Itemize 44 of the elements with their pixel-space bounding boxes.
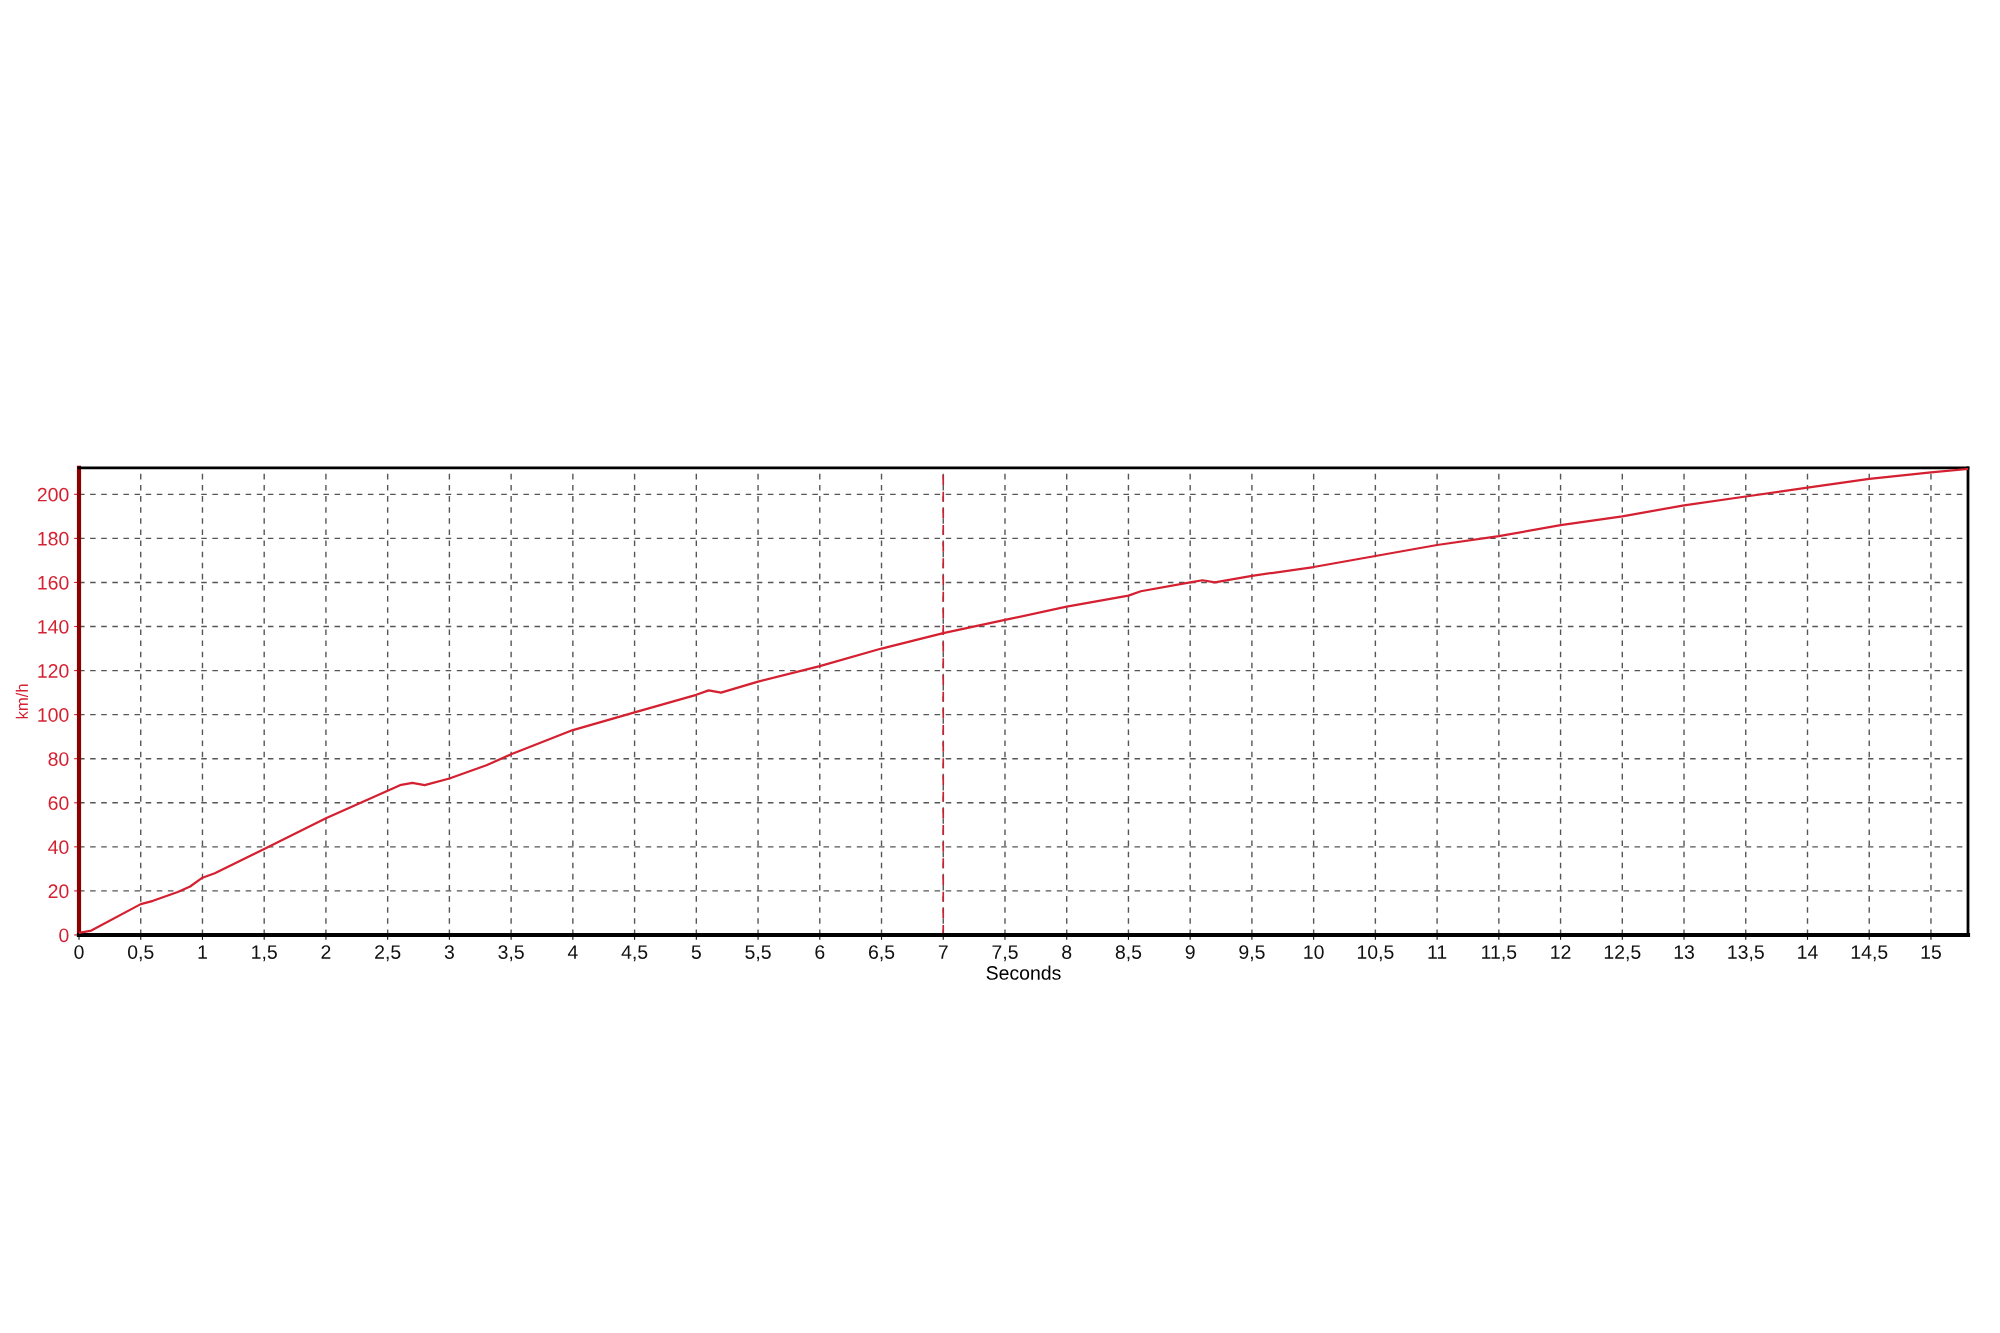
x-tick-label: 3,5 bbox=[498, 945, 524, 962]
x-tick-label: 13,5 bbox=[1728, 945, 1764, 962]
x-axis-title: Seconds bbox=[986, 965, 1061, 980]
x-tick-label: 0,5 bbox=[127, 945, 154, 962]
x-tick-label: 2 bbox=[321, 945, 331, 959]
x-tick-label: 0 bbox=[74, 945, 84, 959]
y-tick-label: 160 bbox=[38, 575, 69, 590]
x-tick-label: 6,5 bbox=[868, 945, 895, 962]
x-tick-label: 12 bbox=[1551, 945, 1571, 959]
x-tick-label: 6 bbox=[815, 945, 825, 959]
y-tick-label: 200 bbox=[37, 487, 69, 502]
x-tick-label: 8,5 bbox=[1115, 945, 1142, 962]
y-tick-label: 40 bbox=[48, 840, 69, 855]
x-tick-label: 8 bbox=[1062, 945, 1072, 959]
x-tick-label: 7,5 bbox=[992, 945, 1018, 962]
x-tick-label: 10 bbox=[1304, 945, 1324, 959]
x-tick-label: 1 bbox=[198, 945, 207, 959]
x-tick-label: 4,5 bbox=[621, 945, 648, 962]
x-tick-label: 5 bbox=[691, 945, 701, 959]
x-tick-label: 11 bbox=[1428, 945, 1447, 959]
x-tick-label: 9,5 bbox=[1239, 945, 1265, 962]
y-tick-label: 100 bbox=[38, 708, 69, 722]
y-tick-label: 80 bbox=[48, 752, 69, 766]
x-tick-label: 14,5 bbox=[1851, 945, 1888, 962]
y-tick-label: 20 bbox=[48, 884, 69, 899]
y-tick-label: 180 bbox=[38, 531, 69, 546]
x-tick-label: 14 bbox=[1798, 945, 1818, 959]
x-tick-label: 3 bbox=[444, 945, 454, 959]
y-tick-label: 0 bbox=[59, 928, 69, 943]
x-tick-label: 11,5 bbox=[1482, 945, 1517, 962]
y-tick-label: 120 bbox=[38, 664, 69, 678]
x-tick-label: 15 bbox=[1921, 945, 1941, 959]
x-tick-label: 9 bbox=[1185, 945, 1195, 959]
y-axis-title: km/h bbox=[15, 684, 28, 719]
x-tick-label: 10,5 bbox=[1357, 945, 1394, 962]
x-tick-label: 13 bbox=[1674, 945, 1694, 959]
x-tick-label: 5,5 bbox=[745, 945, 771, 962]
x-tick-label: 1,5 bbox=[252, 945, 277, 962]
y-tick-label: 140 bbox=[38, 619, 69, 634]
x-tick-label: 4 bbox=[567, 945, 578, 959]
x-tick-label: 12,5 bbox=[1604, 945, 1641, 962]
x-tick-label: 2,5 bbox=[375, 945, 401, 962]
y-tick-label: 60 bbox=[48, 796, 69, 811]
x-tick-label: 7 bbox=[938, 945, 948, 959]
